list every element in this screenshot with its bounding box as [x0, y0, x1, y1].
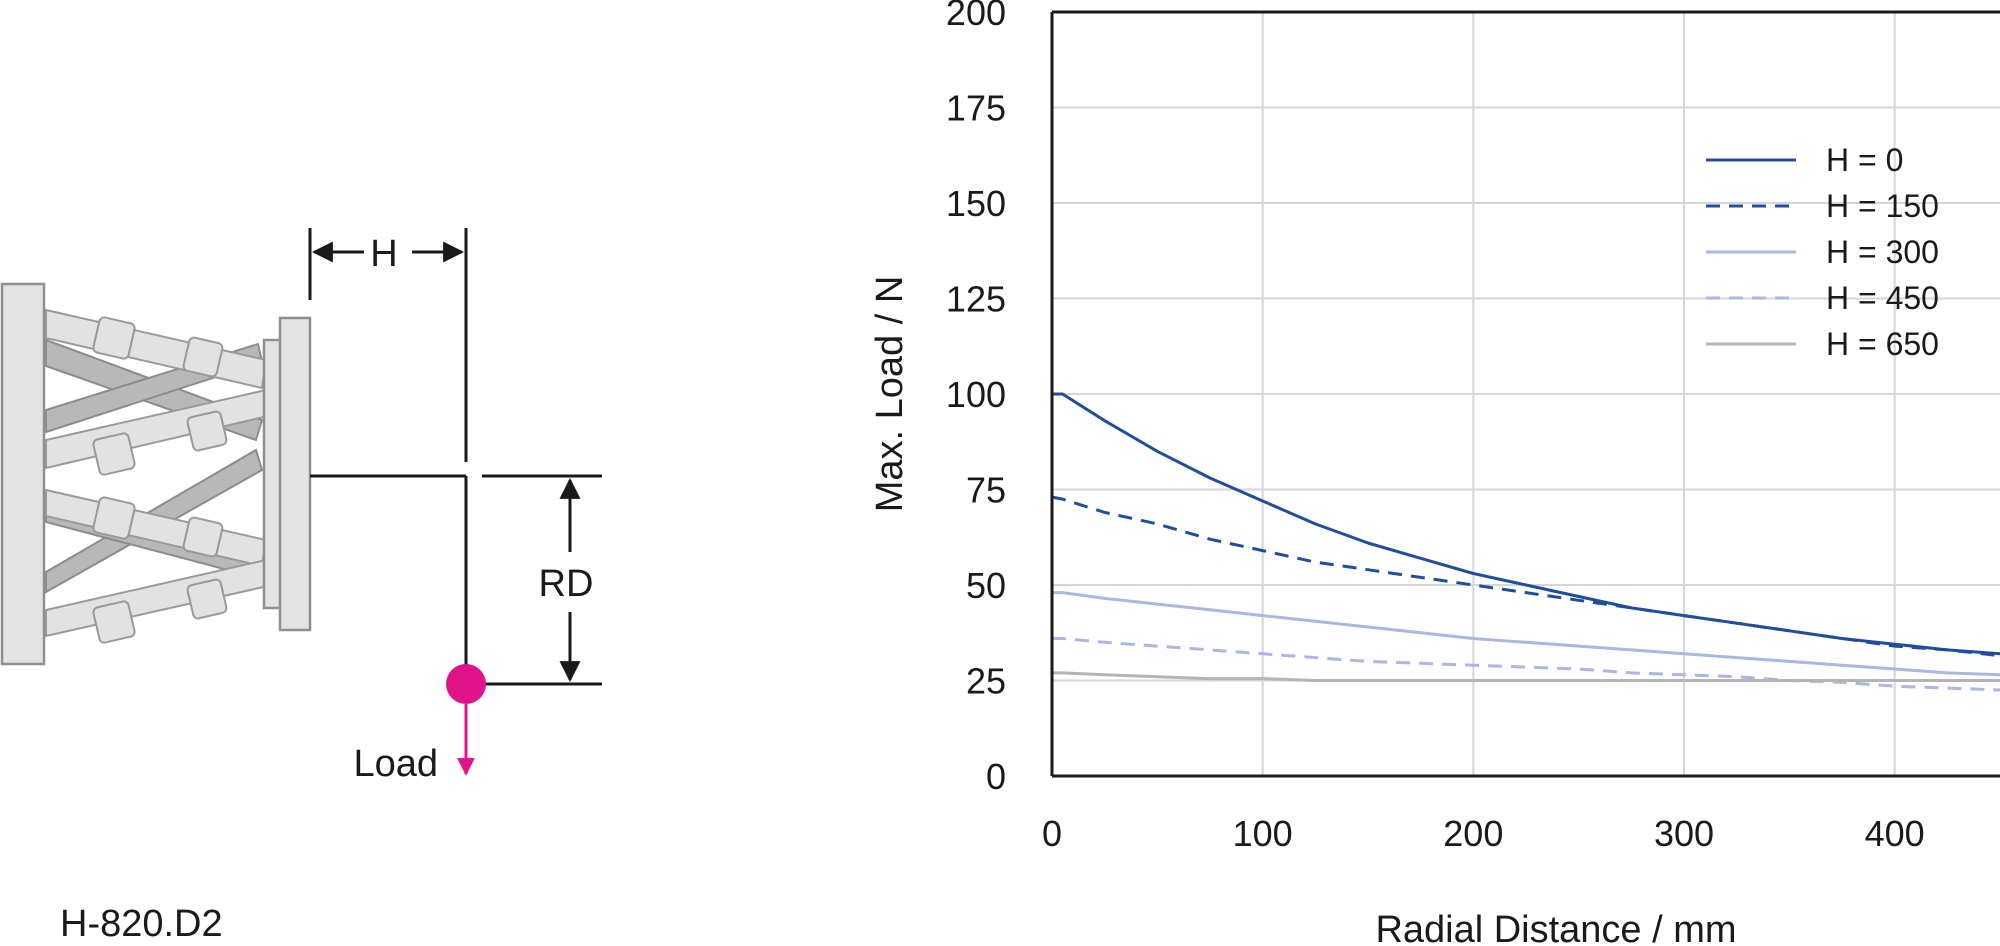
y-tick-label-75: 75 [966, 470, 1006, 511]
y-tick-label-200: 200 [946, 0, 1006, 33]
y-axis-label: Max. Load / N [869, 276, 911, 513]
series-line-h150 [1052, 495, 2000, 658]
x-tick-label-400: 400 [1865, 813, 1925, 854]
x-tick-label-200: 200 [1443, 813, 1503, 854]
load-point-marker [446, 664, 486, 704]
y-tick-label-175: 175 [946, 88, 1006, 129]
rd-dimension-label: RD [539, 563, 594, 605]
load-label: Load [353, 743, 438, 785]
series-line-h300 [1052, 591, 2000, 677]
hexapod-top-platform [278, 316, 312, 632]
legend-label-2: H = 300 [1826, 234, 1939, 270]
legend-label-3: H = 450 [1826, 280, 1939, 316]
y-tick-label-50: 50 [966, 565, 1006, 606]
x-tick-label-0: 0 [1042, 813, 1062, 854]
h-dimension-label: H [370, 233, 397, 275]
y-axis-tick-labels: 0 25 50 75 100 125 150 175 200 [946, 0, 1006, 797]
series-line-h650 [1052, 671, 2000, 682]
y-tick-label-150: 150 [946, 183, 1006, 224]
x-axis-tick-labels: 0 100 200 300 400 [1042, 813, 1925, 854]
hexapod-diagram: H RD Load H-820.D2 [0, 228, 602, 945]
y-tick-label-125: 125 [946, 279, 1006, 320]
series-line-h450 [1052, 637, 2000, 692]
x-axis-label: Radial Distance / mm [1375, 909, 1736, 946]
y-tick-label-100: 100 [946, 374, 1006, 415]
series-line-h0 [1052, 392, 2000, 656]
hexapod-front-struts [45, 308, 270, 644]
legend-label-1: H = 150 [1826, 188, 1939, 224]
chart-legend: H = 0 H = 150 H = 300 H = 450 H = 650 [1706, 142, 1939, 362]
max-load-chart: 0 25 50 75 100 125 150 175 200 0 100 200 300 400 Max… [869, 0, 2000, 946]
x-tick-label-100: 100 [1233, 813, 1293, 854]
chart-series [1052, 392, 2000, 692]
x-tick-label-300: 300 [1654, 813, 1714, 854]
chart-axes [1050, 10, 2000, 778]
model-name-label: H-820.D2 [60, 903, 223, 945]
legend-label-0: H = 0 [1826, 142, 1903, 178]
chart-grid [1052, 11, 2000, 776]
y-tick-label-0: 0 [986, 756, 1006, 797]
y-tick-label-25: 25 [966, 661, 1006, 702]
hexapod-base-plate [0, 282, 46, 666]
legend-label-4: H = 650 [1826, 326, 1939, 362]
